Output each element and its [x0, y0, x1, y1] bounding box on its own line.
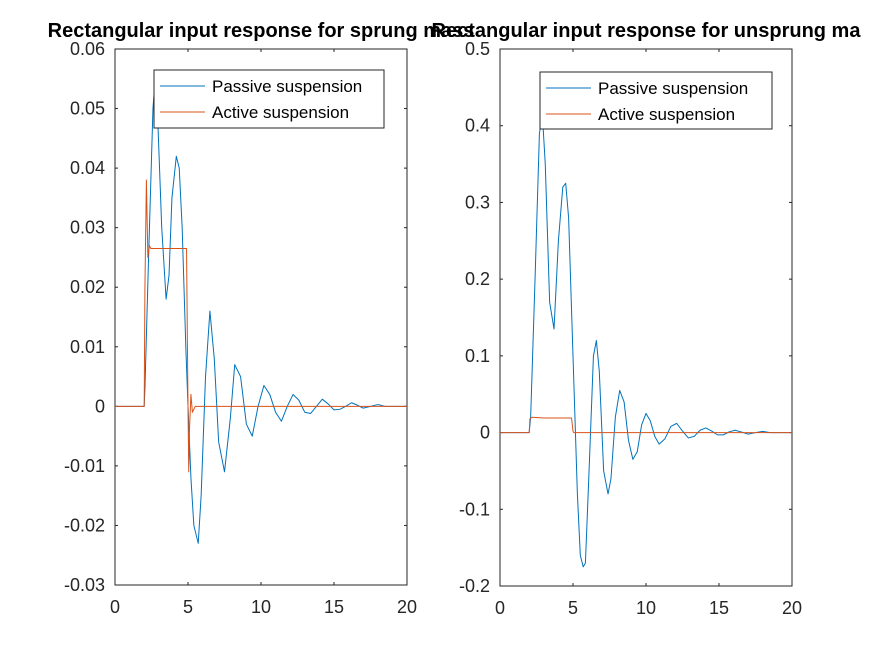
y-tick-label: 0.4 [465, 116, 490, 136]
y-tick-label: 0.03 [70, 218, 105, 238]
x-tick-label: 5 [183, 597, 193, 617]
y-tick-label: -0.02 [64, 515, 105, 535]
chart-title-sprung: Rectangular input response for sprung ma… [48, 20, 475, 42]
y-tick-label: 0.01 [70, 337, 105, 357]
y-tick-label: -0.03 [64, 575, 105, 595]
axes-sprung-mass: 0.06 0.05 0.04 0.03 0.02 0.01 0 -0.01 -0.02 -0.03… [64, 39, 417, 617]
x-tick-label: 10 [636, 598, 656, 618]
y-tick-labels: 0.5 0.4 0.3 0.2 0.1 0 -0.1 -0.2 [459, 39, 490, 596]
series-lines [115, 78, 407, 544]
x-tick-labels: 0 5 10 15 20 [110, 597, 417, 617]
y-tick-label: 0 [480, 423, 490, 443]
x-tick-labels: 0 5 10 15 20 [495, 598, 802, 618]
y-tick-label: -0.2 [459, 576, 490, 596]
x-tick-label: 10 [251, 597, 271, 617]
x-tick-label: 0 [110, 597, 120, 617]
y-tick-label: 0 [95, 396, 105, 416]
x-tick-label: 20 [782, 598, 802, 618]
legend-label-active: Active suspension [212, 103, 349, 122]
y-tick-label: 0.3 [465, 192, 490, 212]
y-tick-label: 0.5 [465, 39, 490, 59]
series-line-active-suspension [500, 416, 792, 434]
legend-label-passive: Passive suspension [212, 77, 362, 96]
axes-unsprung-mass: 0.5 0.4 0.3 0.2 0.1 0 -0.1 -0.2 0 5 10 15 20 Passiv… [459, 39, 802, 618]
y-tick-label: 0.04 [70, 158, 105, 178]
series-line-passive-suspension [115, 78, 407, 544]
y-tick-label: 0.1 [465, 346, 490, 366]
y-tick-label: -0.01 [64, 456, 105, 476]
legend-box [539, 71, 773, 130]
y-tick-label: 0.02 [70, 277, 105, 297]
plot-area [114, 48, 408, 586]
x-tick-label: 5 [568, 598, 578, 618]
series-line-active-suspension [115, 179, 407, 473]
series-line-passive-suspension [500, 113, 792, 568]
legend: Passive suspension Active suspension [153, 69, 385, 129]
y-tick-label: 0.06 [70, 39, 105, 59]
legend: Passive suspension Active suspension [539, 71, 773, 130]
series-lines [500, 113, 792, 568]
plot-area [499, 48, 793, 587]
x-tick-label: 15 [324, 597, 344, 617]
x-tick-label: 0 [495, 598, 505, 618]
y-tick-label: 0.2 [465, 269, 490, 289]
y-tick-labels: 0.06 0.05 0.04 0.03 0.02 0.01 0 -0.01 -0.02 -0.03 [64, 39, 105, 595]
x-tick-label: 20 [397, 597, 417, 617]
y-tick-label: 0.05 [70, 99, 105, 119]
legend-box [153, 69, 385, 129]
legend-label-passive: Passive suspension [598, 79, 748, 98]
chart-title-unsprung: Rectangular input response for unsprung … [432, 20, 862, 42]
legend-label-active: Active suspension [598, 105, 735, 124]
x-tick-label: 15 [709, 598, 729, 618]
y-tick-label: -0.1 [459, 499, 490, 519]
